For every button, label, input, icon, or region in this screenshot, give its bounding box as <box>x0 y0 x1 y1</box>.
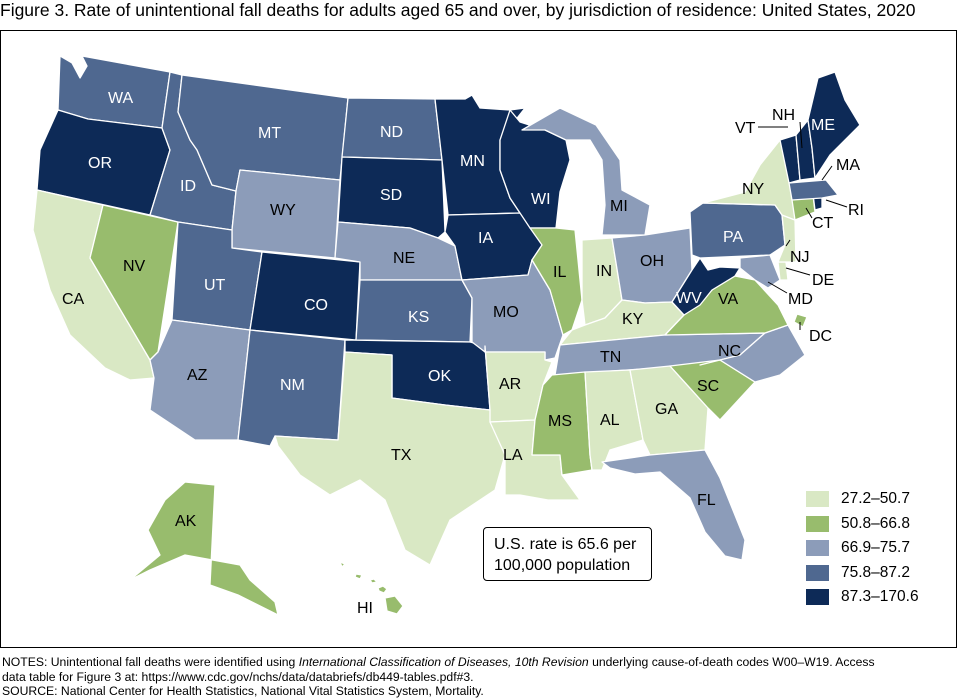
source-line: SOURCE: National Center for Health Stati… <box>2 684 484 698</box>
label-AZ: AZ <box>187 367 208 384</box>
legend-label: 66.9–75.7 <box>841 539 910 556</box>
label-GA: GA <box>655 401 678 418</box>
label-MD: MD <box>788 291 813 308</box>
legend-swatch <box>806 540 829 556</box>
state-CO[interactable] <box>249 251 361 341</box>
label-WY: WY <box>270 202 296 219</box>
legend-label: 75.8–87.2 <box>841 563 910 581</box>
legend-item: 75.8–87.2 <box>806 562 919 584</box>
label-TX: TX <box>391 447 412 464</box>
label-MN: MN <box>460 153 485 170</box>
state-TX[interactable] <box>274 351 506 566</box>
label-IN: IN <box>596 263 612 280</box>
label-AR: AR <box>499 376 521 393</box>
label-NM: NM <box>280 377 305 394</box>
label-NV: NV <box>123 258 146 275</box>
label-VT: VT <box>735 120 756 137</box>
label-DC: DC <box>809 328 832 345</box>
legend: 27.2–50.7 50.8–66.8 66.9–75.7 75.8–87.2 … <box>806 488 919 611</box>
state-AK[interactable] <box>129 481 279 616</box>
state-WV[interactable] <box>671 257 741 316</box>
label-SD: SD <box>380 187 402 204</box>
legend-label: 50.8–66.8 <box>841 514 910 532</box>
label-OR: OR <box>88 155 112 172</box>
state-SC[interactable] <box>669 359 756 421</box>
legend-item: 66.9–75.7 <box>806 537 919 559</box>
legend-label: 87.3–170.6 <box>841 588 919 605</box>
figure-title: Figure 3. Rate of unintentional fall dea… <box>0 0 916 20</box>
state-MA[interactable] <box>788 179 839 201</box>
label-MA: MA <box>836 157 860 174</box>
label-NY: NY <box>742 181 765 198</box>
figure-frame <box>0 30 957 648</box>
label-MT: MT <box>258 125 281 142</box>
legend-item: 87.3–170.6 <box>806 586 919 608</box>
label-TN: TN <box>600 349 621 366</box>
label-KY: KY <box>622 311 644 328</box>
label-CA: CA <box>62 291 85 308</box>
legend-item: 27.2–50.7 <box>806 488 919 510</box>
label-FL: FL <box>697 492 716 509</box>
label-DE: DE <box>812 272 834 289</box>
state-HI[interactable] <box>339 561 404 615</box>
label-WV: WV <box>676 290 702 307</box>
label-SC: SC <box>697 378 719 395</box>
state-MO[interactable] <box>461 259 564 361</box>
label-CT: CT <box>812 215 834 232</box>
state-DE[interactable] <box>777 261 789 281</box>
label-AL: AL <box>600 412 620 429</box>
us-rate-box: U.S. rate is 65.6 per 100,000 population <box>483 527 652 581</box>
label-MI: MI <box>610 198 628 215</box>
state-KS[interactable] <box>355 279 473 343</box>
label-UT: UT <box>204 277 226 294</box>
notes-line1: NOTES: Unintentional fall deaths were id… <box>2 655 956 670</box>
notes-line1-a: NOTES: Unintentional fall deaths were id… <box>2 655 299 669</box>
state-MD[interactable] <box>739 254 781 289</box>
label-OH: OH <box>640 253 664 270</box>
label-OK: OK <box>428 368 451 385</box>
label-HI: HI <box>357 600 373 617</box>
label-AK: AK <box>175 513 197 530</box>
legend-label: 27.2–50.7 <box>841 490 910 507</box>
label-ND: ND <box>380 124 403 141</box>
label-MS: MS <box>548 413 572 430</box>
state-MI[interactable] <box>521 107 651 236</box>
label-RI: RI <box>848 202 864 219</box>
label-MO: MO <box>493 304 519 321</box>
label-NE: NE <box>393 250 415 267</box>
notes-line1-italic: International Classification of Diseases… <box>298 655 589 669</box>
label-CO: CO <box>304 297 328 314</box>
label-IA: IA <box>478 230 493 247</box>
state-DC[interactable] <box>793 313 808 328</box>
label-ME: ME <box>811 117 835 134</box>
label-WA: WA <box>108 90 134 107</box>
label-NC: NC <box>718 343 741 360</box>
label-WI: WI <box>531 191 551 208</box>
label-NJ: NJ <box>790 249 810 266</box>
label-IL: IL <box>553 264 566 281</box>
label-VA: VA <box>718 291 738 308</box>
legend-swatch <box>806 491 829 507</box>
us-rate-line1: U.S. rate is 65.6 per <box>494 536 637 553</box>
us-rate-line2: 100,000 population <box>494 557 631 574</box>
label-NH: NH <box>772 107 795 124</box>
state-IL[interactable] <box>529 227 583 336</box>
notes: NOTES: Unintentional fall deaths were id… <box>2 655 956 699</box>
state-FL[interactable] <box>601 449 746 561</box>
legend-swatch <box>806 515 829 532</box>
label-LA: LA <box>503 447 523 464</box>
notes-line2: data table for Figure 3 at: https://www.… <box>2 669 474 684</box>
label-ID: ID <box>180 178 196 195</box>
legend-swatch <box>806 589 829 605</box>
label-PA: PA <box>723 229 743 246</box>
state-labels: WA OR CA NV ID MT WY UT AZ CO NM ND SD N… <box>62 90 864 617</box>
us-choropleth-map: WA OR CA NV ID MT WY UT AZ CO NM ND SD N… <box>32 55 864 617</box>
legend-item: 50.8–66.8 <box>806 513 919 535</box>
state-ME[interactable] <box>807 71 861 179</box>
legend-swatch <box>806 564 829 581</box>
label-KS: KS <box>408 309 429 326</box>
leader-lines <box>758 121 848 330</box>
notes-line1-b: underlying cause-of-death codes W00–W19.… <box>588 655 875 669</box>
